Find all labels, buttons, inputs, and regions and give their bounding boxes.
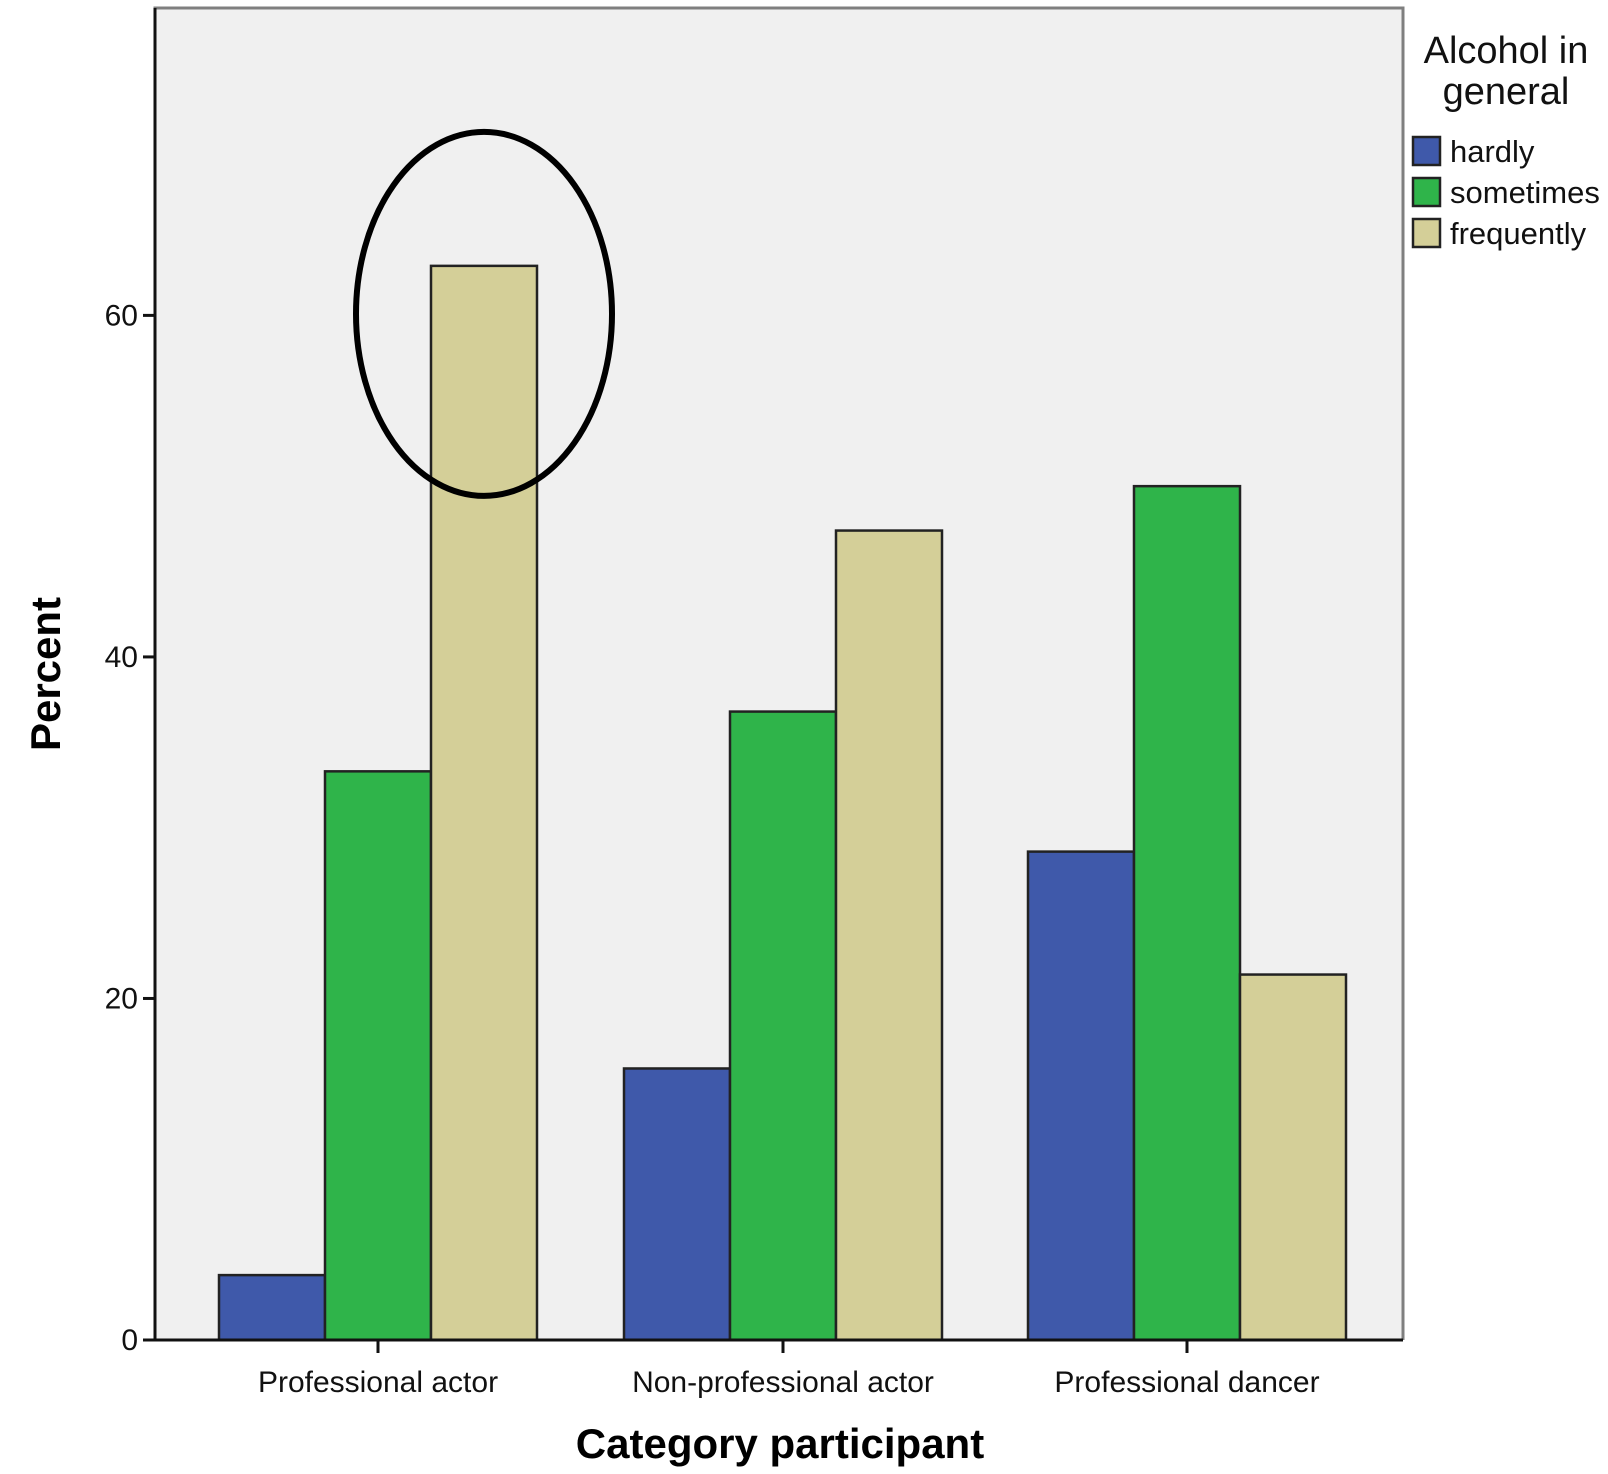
legend-title-line-2: general (1443, 71, 1570, 113)
y-tick-label-1: 20 (105, 982, 138, 1015)
bar-sometimes-2 (1132, 484, 1242, 1342)
legend-title-line-1: Alcohol in (1424, 30, 1589, 72)
legend-swatch-sometimes (1411, 176, 1442, 208)
bar-sometimes-1 (728, 710, 838, 1342)
bar-frequently-1 (834, 529, 944, 1342)
y-tick-label-2: 40 (105, 641, 138, 674)
legend-label-sometimes: sometimes (1450, 175, 1600, 210)
x-tick-label-2: Professional dancer (1054, 1366, 1319, 1399)
x-axis-title: Category participant (576, 1420, 984, 1467)
bar-hardly-0 (217, 1273, 327, 1342)
bar-sometimes-0 (323, 770, 433, 1342)
bar-hardly-1 (622, 1067, 732, 1342)
legend: Alcohol in general hardly sometimes freque… (1411, 30, 1600, 251)
y-axis-title: Percent (22, 597, 69, 751)
y-ticks-group: 0 20 40 60 (105, 299, 155, 1357)
legend-label-hardly: hardly (1450, 134, 1535, 169)
x-tick-label-0: Professional actor (258, 1366, 498, 1399)
bar-frequently-2 (1238, 973, 1348, 1342)
bars-group (217, 264, 1348, 1342)
legend-swatch-hardly (1411, 135, 1442, 167)
bar-frequently-0 (429, 264, 539, 1342)
highlight-ellipse-0 (353, 128, 615, 499)
annotation-group (353, 128, 615, 499)
y-tick-label-0: 0 (121, 1324, 138, 1357)
bar-hardly-2 (1026, 850, 1136, 1342)
y-tick-label-3: 60 (105, 299, 138, 332)
legend-swatch-frequently (1411, 217, 1442, 249)
x-ticks-group: Professional actor Non-professional actor… (258, 1340, 1320, 1399)
legend-label-frequently: frequently (1450, 216, 1587, 251)
x-tick-label-1: Non-professional actor (632, 1366, 934, 1399)
